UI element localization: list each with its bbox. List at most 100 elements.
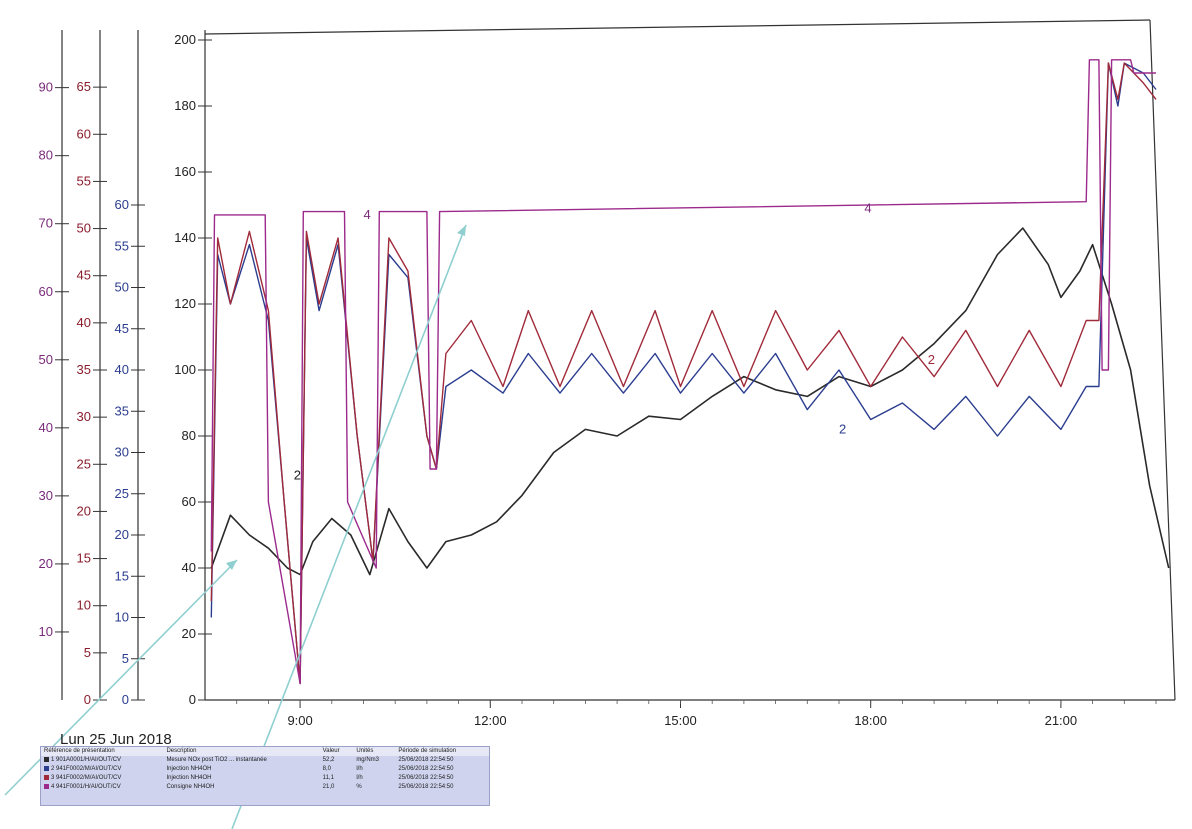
y-tick-label: 20 [182,626,196,641]
y-tick-label: 80 [39,148,53,163]
y-tick-label: 160 [174,164,196,179]
y-tick-label: 30 [77,409,91,424]
date-label: Lun 25 Jun 2018 [60,731,172,748]
legend-period: 25/06/2018 22:54:50 [398,775,454,781]
axes-group: 1020304050607080900510152025303540455055… [39,30,212,707]
legend-ref: 1 901A0001/H/AI/OUT/CV [41,756,163,765]
legend-ref: 3 941F0002/M/AI/OUT/CV [41,774,163,783]
legend-table: Référence de présentation Description Va… [40,746,490,806]
y-tick-label: 0 [84,692,91,707]
legend-period: 25/06/2018 22:54:50 [398,766,454,772]
series-line-2 [210,62,1157,685]
y-tick-label: 40 [39,420,53,435]
y-tick-label: 40 [182,560,196,575]
legend-unit: l/h [356,775,363,781]
x-tick-label: 21:00 [1045,713,1078,728]
y-tick-label: 10 [115,610,129,625]
y-tick-label: 20 [115,527,129,542]
legend-unit: l/h [356,766,363,772]
legend-row[interactable]: 4 941F0001/H/AI/OUT/CV Consigne NH4OH 21… [41,783,489,792]
legend-desc: Consigne NH4OH [166,784,215,790]
series-group [210,59,1170,685]
series-label: 2 [294,468,301,483]
legend-value: 8,0 [322,766,332,772]
series-line-1 [210,227,1170,576]
legend-value: 21,0 [322,784,335,790]
y-tick-label: 45 [77,268,91,283]
y-tick-label: 65 [77,79,91,94]
y-tick-label: 0 [189,692,196,707]
series-label: 2 [928,352,935,367]
x-tick-label: 12:00 [474,713,507,728]
y-tick-label: 20 [77,503,91,518]
y-tick-label: 15 [115,568,129,583]
y-tick-label: 20 [39,556,53,571]
x-tick-label: 15:00 [664,713,697,728]
legend-period: 25/06/2018 22:54:50 [398,784,454,790]
series-labels: 4 4 2 2 2 [294,200,935,482]
y-tick-label: 60 [182,494,196,509]
y-tick-label: 0 [122,692,129,707]
legend-header-ref: Référence de présentation [41,747,164,756]
y-tick-label: 30 [39,488,53,503]
legend-swatch [44,783,49,789]
legend-header-unit: Unités [353,747,396,756]
y-tick-label: 5 [84,645,91,660]
y-tick-label: 60 [39,284,53,299]
y-tick-label: 25 [77,456,91,471]
plot-top-border [204,19,1151,35]
legend-header-desc: Description [163,747,320,756]
y-tick-label: 35 [77,362,91,377]
y-tick-label: 180 [174,98,196,113]
y-tick-label: 200 [174,32,196,47]
y-tick-label: 50 [115,280,129,295]
y-tick-label: 40 [115,362,129,377]
y-tick-label: 30 [115,445,129,460]
y-tick-label: 10 [77,598,91,613]
legend-header-period: Période de simulation [395,747,489,756]
y-tick-label: 50 [39,352,53,367]
series-label: 2 [839,421,846,436]
legend-row[interactable]: 1 901A0001/H/AI/OUT/CV Mesure NOx post T… [41,756,489,765]
legend-ref: 4 941F0001/H/AI/OUT/CV [41,783,163,792]
y-tick-label: 55 [77,173,91,188]
legend-desc: Injection NH4OH [166,775,212,781]
legend-value: 11,1 [322,775,334,781]
legend-unit: % [356,784,362,790]
plot-frame [204,19,1176,701]
y-tick-label: 90 [39,80,53,95]
y-tick-label: 80 [182,428,196,443]
legend-ref: 2 941F0002/M/AI/OUT/CV [41,765,163,774]
series-label: 4 [363,207,370,222]
legend-value: 52,2 [322,757,335,763]
plot-right-border [1149,19,1176,701]
annotation-arrow [231,224,467,829]
y-tick-label: 100 [174,362,196,377]
y-tick-label: 45 [115,321,129,336]
legend-period: 25/06/2018 22:54:50 [398,757,454,763]
legend-unit: mg/Nm3 [356,757,379,763]
legend-row[interactable]: 3 941F0002/M/AI/OUT/CV Injection NH4OH 1… [41,774,489,783]
legend-header-row: Référence de présentation Description Va… [41,747,489,756]
series-line-4 [210,59,1156,685]
y-tick-label: 15 [77,551,91,566]
y-tick-label: 35 [115,403,129,418]
legend-header-value: Valeur [319,747,354,756]
annotation-arrowhead [226,560,237,570]
y-tick-label: 5 [122,651,129,666]
legend-swatch [44,774,49,780]
y-tick-label: 60 [115,197,129,212]
y-tick-label: 120 [174,296,196,311]
legend-desc: Injection NH4OH [166,766,212,772]
legend-desc: Mesure NOx post TiO2 ... instantanée [166,757,267,763]
y-tick-label: 60 [77,126,91,141]
legend-swatch [44,765,49,771]
y-tick-label: 50 [77,221,91,236]
annotation-arrowhead [457,225,466,236]
x-axis-ticks: 9:00 12:00 15:00 18:00 21:00 [236,700,1157,728]
y-tick-label: 25 [115,486,129,501]
y-tick-label: 140 [174,230,196,245]
legend-row[interactable]: 2 941F0002/M/AI/OUT/CV Injection NH4OH 8… [41,765,489,774]
y-tick-label: 55 [115,238,129,253]
